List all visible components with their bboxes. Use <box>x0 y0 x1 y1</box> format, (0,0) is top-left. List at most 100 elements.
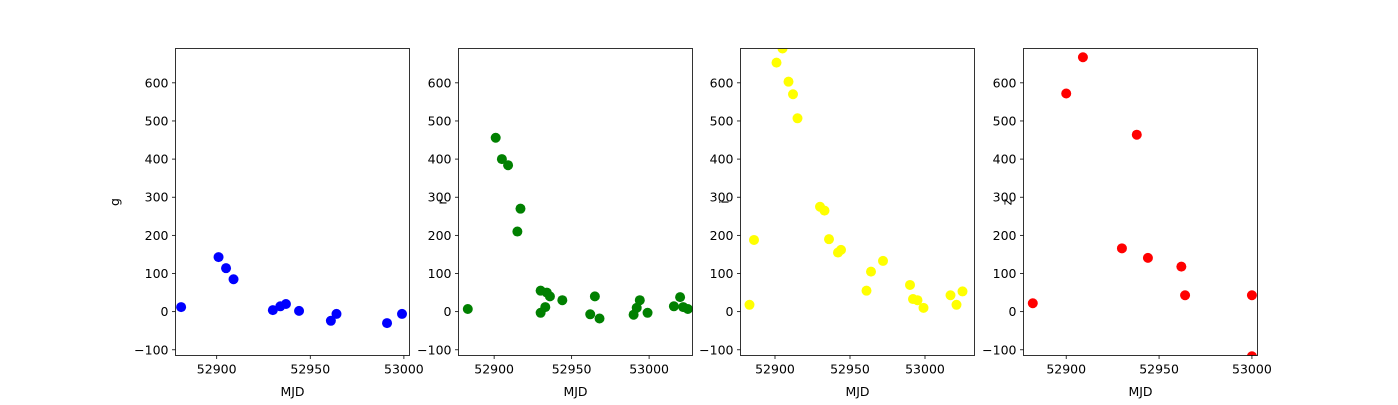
data-point <box>634 295 645 306</box>
data-point <box>836 244 846 255</box>
data-points <box>176 252 408 329</box>
x-axis-label: MJD <box>563 384 587 399</box>
y-tick-label: 500 <box>428 113 452 128</box>
y-tick-label: 300 <box>710 190 734 205</box>
data-point <box>221 263 232 274</box>
x-tick-label: 52900 <box>1046 362 1086 377</box>
y-tick-label: −100 <box>417 342 451 357</box>
data-point <box>771 57 782 68</box>
data-point <box>788 89 798 100</box>
data-point <box>819 205 830 216</box>
x-axis-label: MJD <box>1128 384 1152 399</box>
data-point <box>397 308 408 319</box>
data-point <box>294 305 305 316</box>
y-tick-label: 500 <box>145 113 169 128</box>
y-tick-label: 200 <box>710 228 734 243</box>
data-point <box>1116 243 1127 254</box>
data-point <box>1131 129 1142 140</box>
data-points <box>744 48 968 313</box>
data-point <box>540 302 551 313</box>
data-point <box>589 291 600 302</box>
data-point <box>1142 252 1153 263</box>
y-tick-label: 100 <box>993 266 1017 281</box>
subplot-z: 52900 52950 53000 −100 0 100 200 300 400 500 600 MJ… <box>982 48 1272 399</box>
data-point <box>792 113 803 124</box>
axes-frame <box>175 48 410 356</box>
y-axis-label: r <box>435 199 450 205</box>
subplot-i: 52900 52950 53000 −100 0 100 200 300 400 500 600 MJ… <box>699 48 975 399</box>
data-point <box>213 252 224 263</box>
data-point <box>557 295 568 306</box>
x-axis-label: MJD <box>280 384 304 399</box>
y-tick-label: 0 <box>444 304 452 319</box>
x-tick-label: 53000 <box>384 362 424 377</box>
data-point <box>1246 290 1257 301</box>
axes-frame <box>458 48 693 356</box>
data-point <box>777 48 788 54</box>
y-tick-label: 200 <box>145 228 169 243</box>
data-point <box>866 266 876 277</box>
data-point <box>918 302 929 313</box>
y-tick-label: −100 <box>699 342 733 357</box>
y-tick-label: −100 <box>134 342 168 357</box>
data-point <box>957 286 968 297</box>
x-tick-label: 52900 <box>755 362 795 377</box>
x-tick-label: 52900 <box>197 362 237 377</box>
y-tick-label: 300 <box>145 190 169 205</box>
axes-frame <box>740 48 975 356</box>
x-tick-label: 53000 <box>905 362 945 377</box>
y-tick-label: 0 <box>1009 304 1017 319</box>
data-point <box>824 234 834 245</box>
y-tick-label: 500 <box>710 113 734 128</box>
data-point <box>325 315 336 326</box>
y-tick-label: 300 <box>993 190 1017 205</box>
data-point <box>1180 290 1191 301</box>
data-point <box>503 160 514 171</box>
subplot-r: 52900 52950 53000 −100 0 100 200 300 400 500 600 MJ… <box>417 48 693 399</box>
data-point <box>668 301 679 312</box>
data-points <box>1027 52 1257 356</box>
y-tick-label: 300 <box>428 190 452 205</box>
y-tick-label: 200 <box>428 228 452 243</box>
x-tick-label: 52950 <box>552 362 592 377</box>
y-tick-label: 0 <box>161 304 169 319</box>
subplot-g: 52900 52950 53000 −100 0 100 200 300 400 500 600 MJ… <box>107 48 424 399</box>
y-tick-label: 400 <box>710 152 734 167</box>
subplots: 52900 52950 53000 −100 0 100 200 300 400 500 600 MJ… <box>107 48 1272 399</box>
data-point <box>490 132 501 143</box>
y-tick-label: 600 <box>710 75 734 90</box>
data-point <box>951 299 962 310</box>
data-point <box>749 234 759 245</box>
data-point <box>878 255 888 266</box>
x-tick-label: 52900 <box>474 362 514 377</box>
data-point <box>631 302 642 313</box>
data-point <box>682 303 693 314</box>
data-point <box>861 285 872 296</box>
y-tick-label: −100 <box>982 342 1016 357</box>
data-point <box>912 295 923 306</box>
y-tick-label: 600 <box>993 75 1017 90</box>
data-point <box>675 292 686 303</box>
y-tick-label: 400 <box>428 152 452 167</box>
x-tick-label: 53000 <box>629 362 669 377</box>
y-tick-label: 100 <box>710 266 734 281</box>
y-tick-label: 600 <box>145 75 169 90</box>
data-point <box>515 203 526 214</box>
x-tick-label: 52950 <box>1139 362 1179 377</box>
data-point <box>462 303 473 314</box>
axes-frame <box>1023 48 1258 356</box>
y-tick-label: 0 <box>726 304 734 319</box>
data-point <box>1027 298 1038 309</box>
y-tick-label: 200 <box>993 228 1017 243</box>
data-point <box>585 309 596 320</box>
data-point <box>594 313 605 324</box>
data-point <box>382 318 393 329</box>
x-tick-label: 53000 <box>1232 362 1272 377</box>
data-point <box>1061 88 1072 99</box>
data-point <box>228 274 239 285</box>
data-point <box>331 308 342 319</box>
data-point <box>280 299 291 310</box>
data-point <box>905 279 915 290</box>
